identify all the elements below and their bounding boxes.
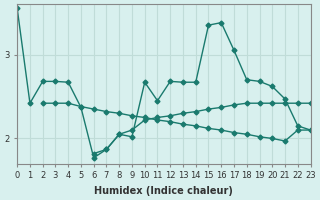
X-axis label: Humidex (Indice chaleur): Humidex (Indice chaleur) xyxy=(94,186,233,196)
